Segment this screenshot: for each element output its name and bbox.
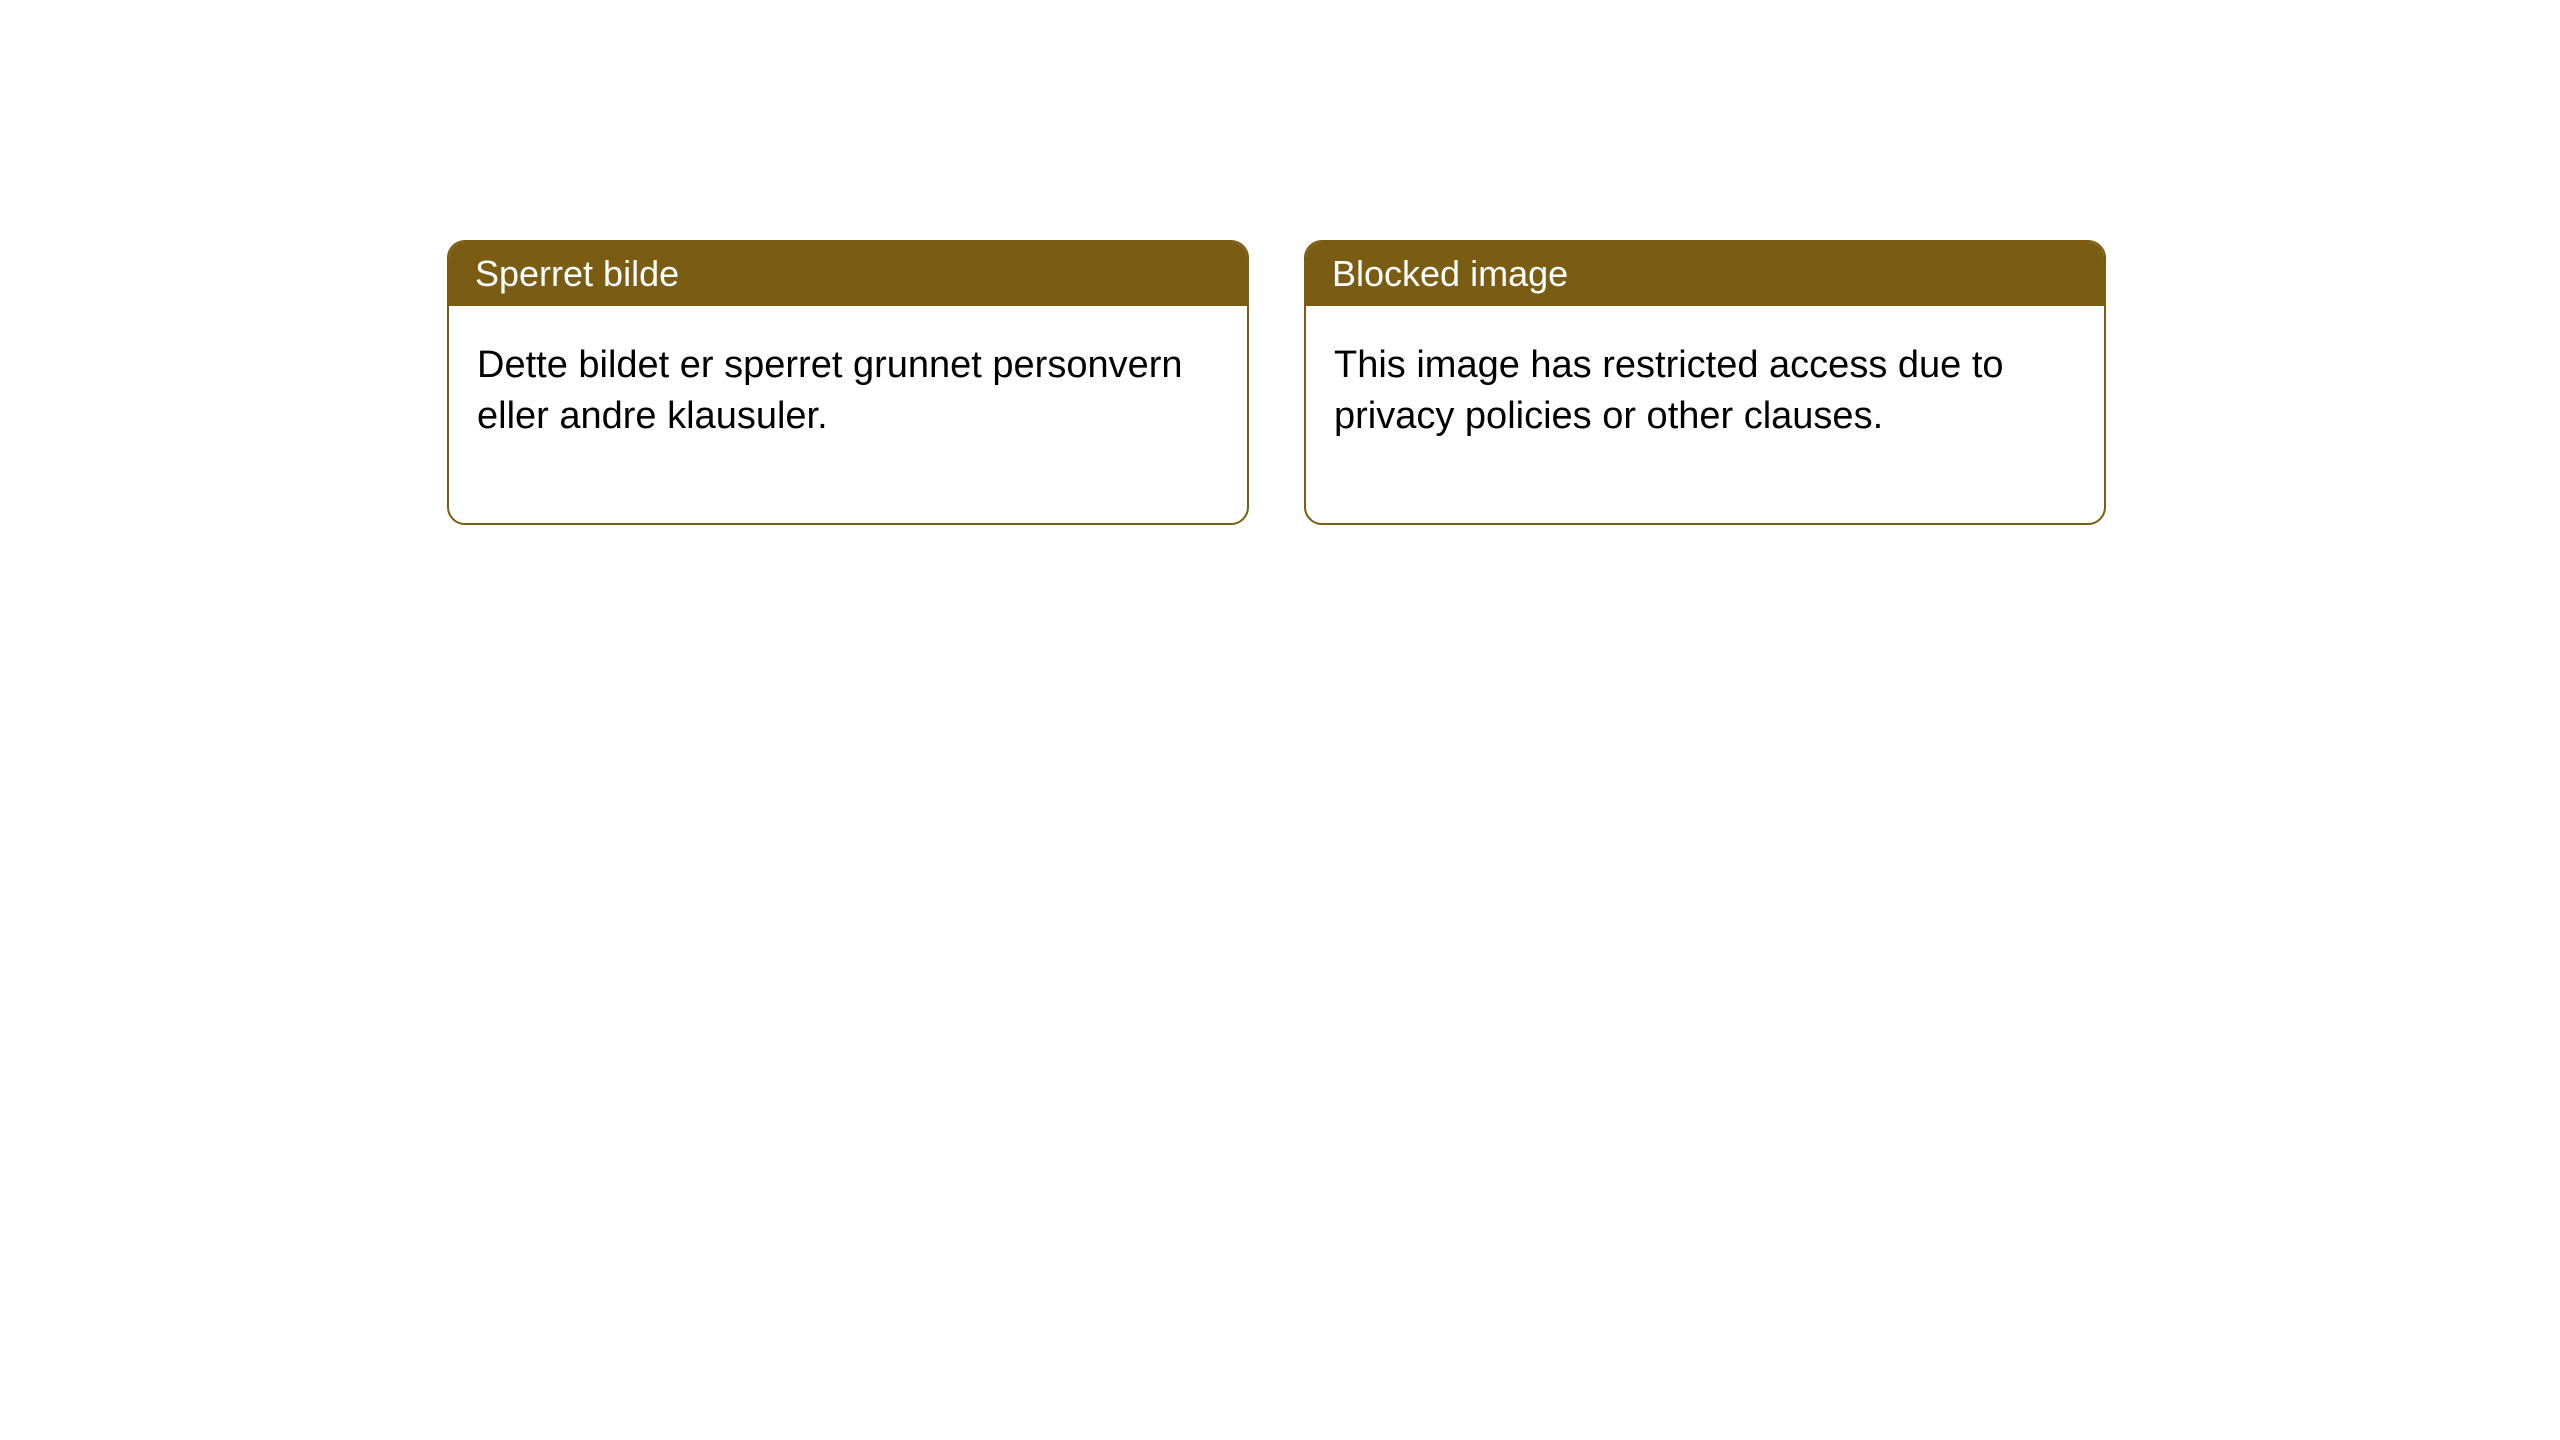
notice-card-norwegian: Sperret bilde Dette bildet er sperret gr… <box>447 240 1249 525</box>
notice-body: Dette bildet er sperret grunnet personve… <box>449 306 1247 523</box>
notice-body: This image has restricted access due to … <box>1306 306 2104 523</box>
notice-body-text: Dette bildet er sperret grunnet personve… <box>477 344 1183 437</box>
notice-card-english: Blocked image This image has restricted … <box>1304 240 2106 525</box>
notice-title: Sperret bilde <box>475 253 679 294</box>
notice-title: Blocked image <box>1332 253 1568 294</box>
notice-cards-container: Sperret bilde Dette bildet er sperret gr… <box>447 240 2106 525</box>
notice-body-text: This image has restricted access due to … <box>1334 344 2004 437</box>
notice-header: Blocked image <box>1306 242 2104 306</box>
notice-header: Sperret bilde <box>449 242 1247 306</box>
